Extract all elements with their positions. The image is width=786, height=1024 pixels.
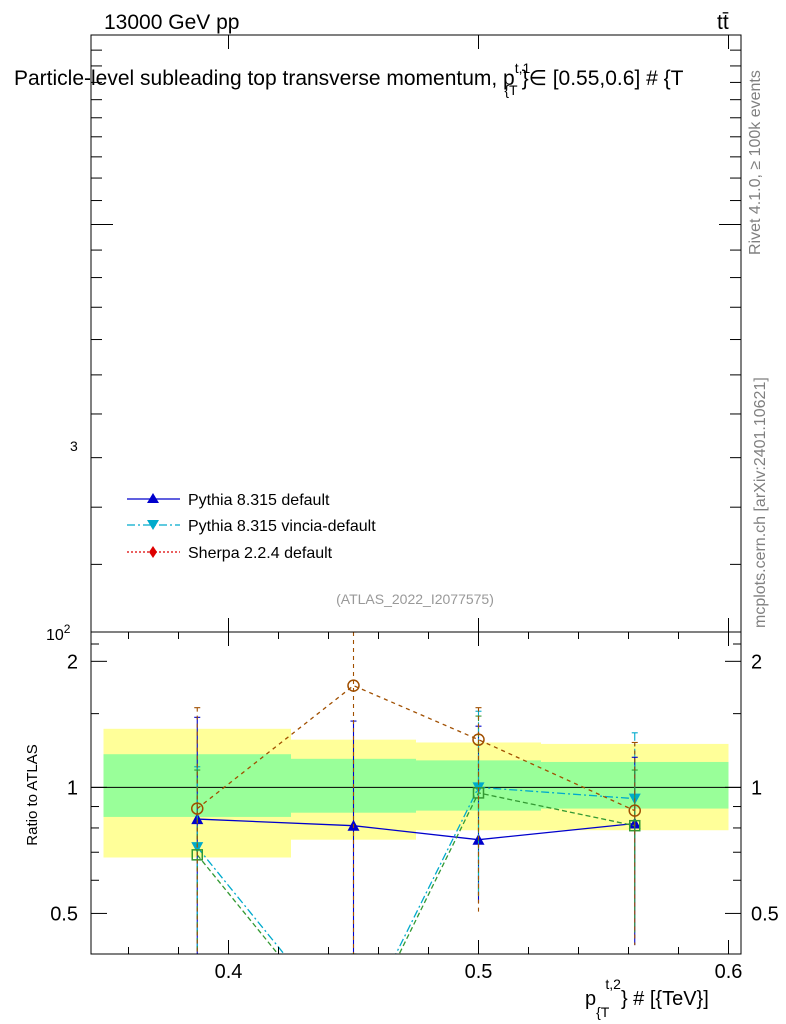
mcplots-label: mcplots.cern.ch [arXiv:2401.10621] (752, 377, 769, 628)
legend-label-sherpa: Sherpa 2.2.4 default (188, 545, 333, 562)
xlabel-rest: } # [{TeV}] (621, 988, 709, 1010)
data-point-3-0 (191, 802, 204, 815)
ratio-panel-frame (90, 631, 742, 955)
x-tick-label: 0.4 (215, 961, 243, 983)
legend-entry-sherpa: Sherpa 2.2.4 default (127, 545, 333, 562)
series-line-2 (196, 792, 635, 954)
data-point-3-3 (628, 804, 641, 817)
main-panel-frame (90, 34, 742, 633)
title-rest: }∈ [0.55,0.6] # {T (522, 67, 684, 90)
y-tick-label: 2 (67, 651, 78, 673)
ratio-series-group (191, 632, 641, 954)
y-tick-label-right: 1 (751, 777, 762, 799)
x-tick-label: 0.6 (715, 961, 743, 983)
y-tick-label-right: 0.5 (751, 903, 779, 925)
rivet-version-label: Rivet 4.1.0, ≥ 100k events (747, 70, 764, 255)
ratio-ylabel: Ratio to ATLAS (24, 744, 41, 845)
y-tick-label-right: 2 (751, 651, 762, 673)
title-sub: {T (504, 82, 518, 98)
ratio-axis-ticks (91, 632, 741, 954)
y-tick-label: 1 (67, 777, 78, 799)
main-ytick-label-base: 102 (46, 622, 71, 644)
energy-label: 13000 GeV pp (104, 11, 239, 34)
data-point-3-1 (347, 679, 360, 692)
legend: Pythia 8.315 default Pythia 8.315 vincia… (127, 492, 376, 562)
main-y-ticks (91, 34, 741, 633)
process-label: tt̄ (717, 11, 729, 34)
title-sup: t,1 (515, 60, 531, 76)
xlabel-sub: {T (596, 1004, 610, 1020)
plot-title: Particle-level subleading top transverse… (14, 60, 684, 98)
x-tick-label: 0.5 (465, 961, 493, 983)
data-point-3-2 (472, 733, 485, 746)
main-ytick-base: 10 (46, 627, 64, 644)
x-axis-label: p{T t,2} # [{TeV}] (585, 976, 709, 1020)
legend-label-pythia: Pythia 8.315 default (188, 492, 330, 509)
legend-label-vincia: Pythia 8.315 vincia-default (188, 518, 376, 535)
legend-entry-vincia: Pythia 8.315 vincia-default (127, 518, 376, 535)
y-tick-label: 0.5 (50, 903, 78, 925)
ratio-tick-labels: 0.4 0.5 0.6 0.5 0.5 1 1 2 2 (50, 651, 779, 983)
legend-entry-pythia: Pythia 8.315 default (127, 492, 330, 509)
title-main: Particle-level subleading top transverse… (14, 67, 515, 90)
legend-marker-pythia (147, 493, 159, 503)
main-ytick-exp: 2 (64, 622, 71, 636)
series-3 (191, 632, 641, 954)
series-line-1 (196, 786, 635, 954)
xlabel-main: p (585, 988, 596, 1010)
xlabel-sup: t,2 (605, 976, 621, 992)
main-ytick-label-mid: 3 (70, 438, 78, 454)
legend-marker-sherpa (149, 546, 157, 558)
series-line-3 (196, 684, 636, 812)
legend-marker-vincia (147, 520, 159, 530)
analysis-tag: (ATLAS_2022_I2077575) (336, 591, 494, 607)
series-line-0 (197, 818, 635, 841)
